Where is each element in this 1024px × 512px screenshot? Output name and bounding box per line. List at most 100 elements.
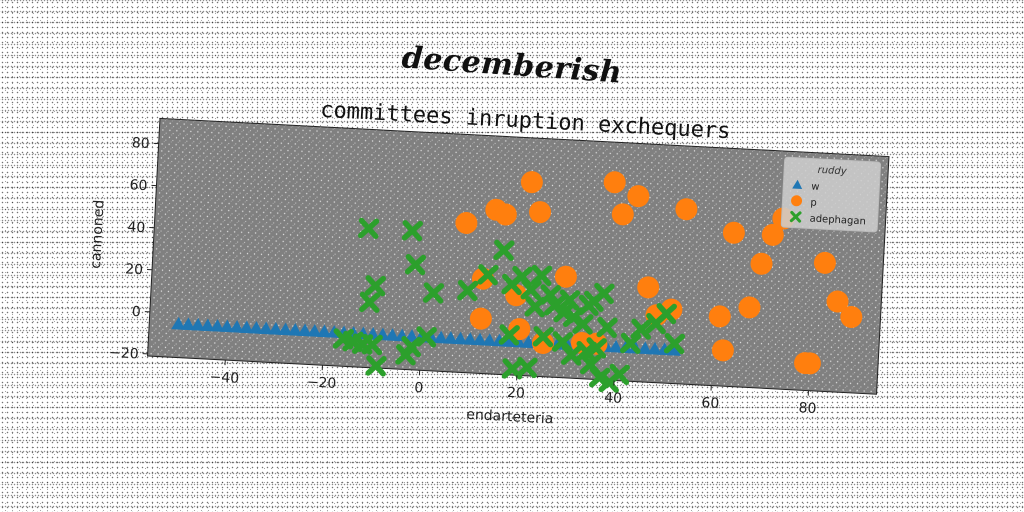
point-p-30	[826, 290, 849, 313]
point-adephagan-46	[663, 332, 686, 355]
x-tick-label: 80	[798, 400, 817, 417]
legend-title: ruddy	[817, 165, 848, 178]
x-tick-label: −20	[306, 374, 336, 392]
point-w-34	[501, 334, 516, 348]
x-tick-label: 20	[507, 385, 526, 402]
point-adephagan-9	[365, 355, 387, 377]
series-p	[455, 171, 863, 375]
point-p-31	[840, 305, 863, 328]
x-axis-label: endarteteria	[466, 407, 554, 428]
point-adephagan-27	[572, 313, 594, 335]
point-p-28	[798, 352, 821, 375]
point-adephagan-14	[457, 279, 479, 302]
point-adephagan-47	[575, 340, 597, 363]
point-adephagan-11	[400, 336, 422, 358]
point-p-3	[520, 171, 543, 194]
point-w-8	[248, 320, 263, 334]
point-w-28	[443, 331, 458, 345]
point-p-2	[494, 203, 517, 226]
point-w-48	[637, 341, 652, 355]
point-w-27	[433, 330, 448, 344]
y-tick-label: 80	[131, 135, 150, 152]
point-w-4	[210, 318, 225, 332]
legend-marker-adephagan	[789, 210, 802, 223]
point-w-6	[229, 319, 244, 333]
point-p-15	[627, 185, 650, 208]
point-w-1	[180, 317, 195, 331]
point-w-31	[472, 332, 487, 346]
point-p-13	[603, 171, 626, 194]
point-adephagan-12	[415, 326, 437, 348]
legend-marker-w	[792, 179, 803, 190]
y-tick-label: 40	[127, 219, 146, 236]
point-p-14	[611, 203, 634, 226]
point-adephagan-48	[585, 337, 607, 359]
point-adephagan-45	[655, 302, 677, 325]
point-p-24	[750, 252, 773, 275]
point-w-7	[239, 320, 254, 334]
point-w-12	[287, 323, 302, 336]
y-tick-label: 0	[131, 304, 141, 320]
point-p-0	[455, 211, 478, 234]
y-axis-label: cannoned	[88, 199, 108, 269]
point-p-16	[637, 276, 660, 299]
point-w-9	[258, 321, 273, 335]
point-adephagan-43	[630, 318, 652, 340]
point-p-21	[711, 339, 734, 362]
point-p-23	[738, 296, 761, 319]
point-w-0	[171, 316, 186, 330]
legend: ruddy wp adephagan	[780, 156, 882, 233]
legend-label-p: p	[810, 198, 817, 209]
point-adephagan-0	[358, 217, 380, 240]
point-p-19	[675, 198, 698, 221]
point-w-2	[190, 317, 205, 331]
point-w-36	[521, 335, 536, 349]
point-adephagan-3	[364, 275, 387, 297]
y-tick-label: 60	[129, 177, 148, 194]
point-w-30	[462, 332, 477, 346]
point-adephagan-4	[359, 291, 381, 313]
series-adephagan	[332, 217, 686, 393]
point-p-9	[531, 332, 554, 355]
point-w-3	[200, 318, 215, 332]
point-p-25	[761, 223, 784, 246]
x-axis: −40 −20 0 20 40 60 80	[209, 360, 817, 417]
point-w-45	[608, 339, 623, 353]
point-w-32	[482, 333, 497, 347]
x-tick-label: 0	[414, 380, 424, 396]
point-w-10	[268, 322, 283, 335]
point-adephagan-19	[520, 279, 542, 301]
legend-marker-p	[791, 195, 803, 207]
legend-box	[780, 156, 882, 233]
point-w-49	[647, 341, 662, 355]
point-adephagan-32	[498, 324, 520, 346]
y-tick-label: 20	[125, 261, 144, 278]
data-marks	[171, 171, 863, 393]
point-adephagan-31	[596, 316, 618, 339]
point-w-15	[316, 324, 331, 338]
legend-label-adephagan: adephagan	[809, 213, 866, 227]
point-adephagan-34	[516, 356, 538, 379]
point-adephagan-16	[493, 239, 515, 261]
point-w-29	[453, 331, 468, 345]
point-adephagan-25	[558, 289, 581, 311]
point-w-24	[404, 329, 419, 343]
point-w-13	[297, 323, 312, 337]
point-adephagan-8	[361, 333, 383, 356]
point-adephagan-30	[593, 282, 615, 305]
point-p-7	[505, 284, 528, 307]
point-w-22	[385, 328, 399, 342]
point-adephagan-2	[404, 253, 427, 276]
y-tick-label: −20	[109, 345, 139, 363]
point-adephagan-41	[608, 363, 630, 386]
legend-label-w: w	[811, 182, 820, 193]
point-adephagan-1	[401, 220, 424, 242]
point-w-51	[666, 342, 681, 356]
point-p-29	[813, 251, 836, 274]
point-p-10	[554, 265, 577, 288]
point-adephagan-42	[620, 332, 642, 355]
point-w-5	[219, 319, 234, 333]
point-adephagan-39	[588, 366, 611, 389]
